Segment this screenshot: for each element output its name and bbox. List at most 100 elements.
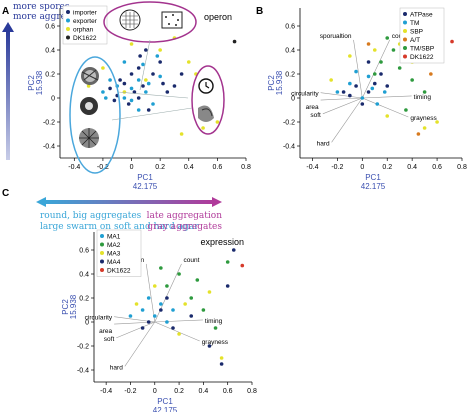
loading-vector xyxy=(320,97,363,101)
legend-label: MA1 xyxy=(107,234,121,241)
data-point xyxy=(360,102,365,106)
data-point xyxy=(171,326,175,330)
loading-vector xyxy=(362,39,390,99)
data-point xyxy=(165,90,170,94)
data-point xyxy=(141,62,145,67)
data-point xyxy=(155,54,160,58)
data-point xyxy=(372,48,377,52)
data-point xyxy=(416,132,421,136)
loading-label-hard: hard xyxy=(317,140,330,147)
y-axis-value: 15.938 xyxy=(35,70,44,95)
data-point xyxy=(372,72,377,76)
data-point xyxy=(136,96,141,100)
x-axis-value: 42.175 xyxy=(153,406,178,412)
arrow-top-line1: more spores xyxy=(13,2,70,12)
loading-label-timing: timing xyxy=(414,94,432,101)
data-point xyxy=(179,132,184,136)
y-tick-label: -0.2 xyxy=(43,120,55,127)
y-tick-label: 0.6 xyxy=(45,24,55,31)
legend-swatch xyxy=(403,46,407,50)
data-point xyxy=(366,74,371,79)
legend-swatch xyxy=(66,10,70,14)
data-point xyxy=(152,314,157,318)
arrow-left-line2: large swarm on soft and hard agar xyxy=(40,222,199,232)
x-tick-label: 0.6 xyxy=(213,164,223,171)
legend-label: SBP xyxy=(410,29,423,36)
x-axis-value: 42.175 xyxy=(133,182,158,191)
legend-label: MA3 xyxy=(107,251,121,258)
data-point xyxy=(360,96,365,100)
data-point xyxy=(141,84,145,88)
legend-swatch xyxy=(100,268,104,272)
data-point xyxy=(103,96,108,100)
cluster-ellipse-blue xyxy=(69,56,121,174)
legend-label: importer xyxy=(73,10,98,17)
legend-label: TM xyxy=(410,20,419,27)
loading-label-area: area xyxy=(306,104,319,111)
loading-label-grayness: grayness xyxy=(410,115,437,122)
data-point xyxy=(370,86,375,91)
data-point xyxy=(136,66,141,70)
x-tick-label: -0.4 xyxy=(306,164,318,171)
aggregate-thumbnail-2 xyxy=(80,97,98,115)
data-point xyxy=(122,96,127,100)
data-point xyxy=(189,296,194,300)
loading-label-area: area xyxy=(99,328,112,335)
panel-subunit: -0.4 -0.2 0 0.2 0.4 0.6 0.8 0.6 0.4 0.2 0 -0.2 -0.4 P… xyxy=(267,7,467,191)
panel-title: expression xyxy=(200,237,244,247)
data-point xyxy=(126,102,131,106)
data-point xyxy=(144,78,148,82)
legend-swatch xyxy=(100,259,104,264)
data-point xyxy=(372,81,377,86)
data-point xyxy=(134,302,139,306)
y-tick-label: 0.2 xyxy=(45,72,55,79)
loading-label-sporualtion: sporualtion xyxy=(320,33,352,40)
x-axis-label: PC1 xyxy=(137,173,153,182)
legend-label: MA2 xyxy=(107,242,121,249)
data-point xyxy=(136,108,141,112)
y-tick-label: 0.6 xyxy=(79,248,89,255)
data-point xyxy=(140,308,145,312)
horizontal-arrow xyxy=(36,197,222,207)
data-point xyxy=(429,72,433,76)
data-point xyxy=(186,60,191,64)
data-point xyxy=(213,326,218,330)
data-point xyxy=(219,356,224,360)
legend-swatch xyxy=(403,54,407,59)
data-point xyxy=(122,90,127,94)
x-tick-label: 0 xyxy=(360,164,364,171)
y-tick-label: 0.4 xyxy=(285,48,295,55)
x-tick-label: -0.2 xyxy=(124,388,136,395)
data-point xyxy=(118,78,122,82)
legend-swatch xyxy=(100,234,104,238)
data-point xyxy=(112,98,117,103)
loading-vector xyxy=(124,321,156,367)
data-point xyxy=(151,72,155,76)
legend-label: DK1622 xyxy=(73,35,97,42)
y-tick-label: 0.4 xyxy=(79,272,89,279)
data-point xyxy=(165,284,169,288)
data-point xyxy=(86,84,91,88)
x-tick-label: 0.4 xyxy=(184,164,194,171)
x-tick-label: 0.8 xyxy=(241,164,251,171)
loading-vector xyxy=(145,263,156,323)
y-axis-label: PC2 xyxy=(27,75,36,91)
x-axis-label: PC1 xyxy=(365,173,381,182)
cluster-ellipse-right xyxy=(191,65,225,135)
loading-vector xyxy=(116,321,155,339)
data-point xyxy=(341,90,346,94)
y-tick-label: 0.2 xyxy=(79,296,89,303)
loading-vector xyxy=(154,321,200,342)
panel-letter-b: B xyxy=(256,6,263,17)
data-point xyxy=(329,78,333,82)
data-point xyxy=(108,78,112,82)
data-point xyxy=(354,69,358,74)
data-point xyxy=(158,74,162,79)
data-point xyxy=(379,60,383,64)
data-point xyxy=(177,332,181,336)
data-point xyxy=(129,98,134,103)
panel-expression: -0.4 -0.2 0 0.2 0.4 0.6 0.8 0.6 0.4 0.2 0 -0.2 -0.4 P… xyxy=(61,229,257,412)
y-tick-label: 0 xyxy=(291,96,295,103)
data-point xyxy=(219,362,224,366)
